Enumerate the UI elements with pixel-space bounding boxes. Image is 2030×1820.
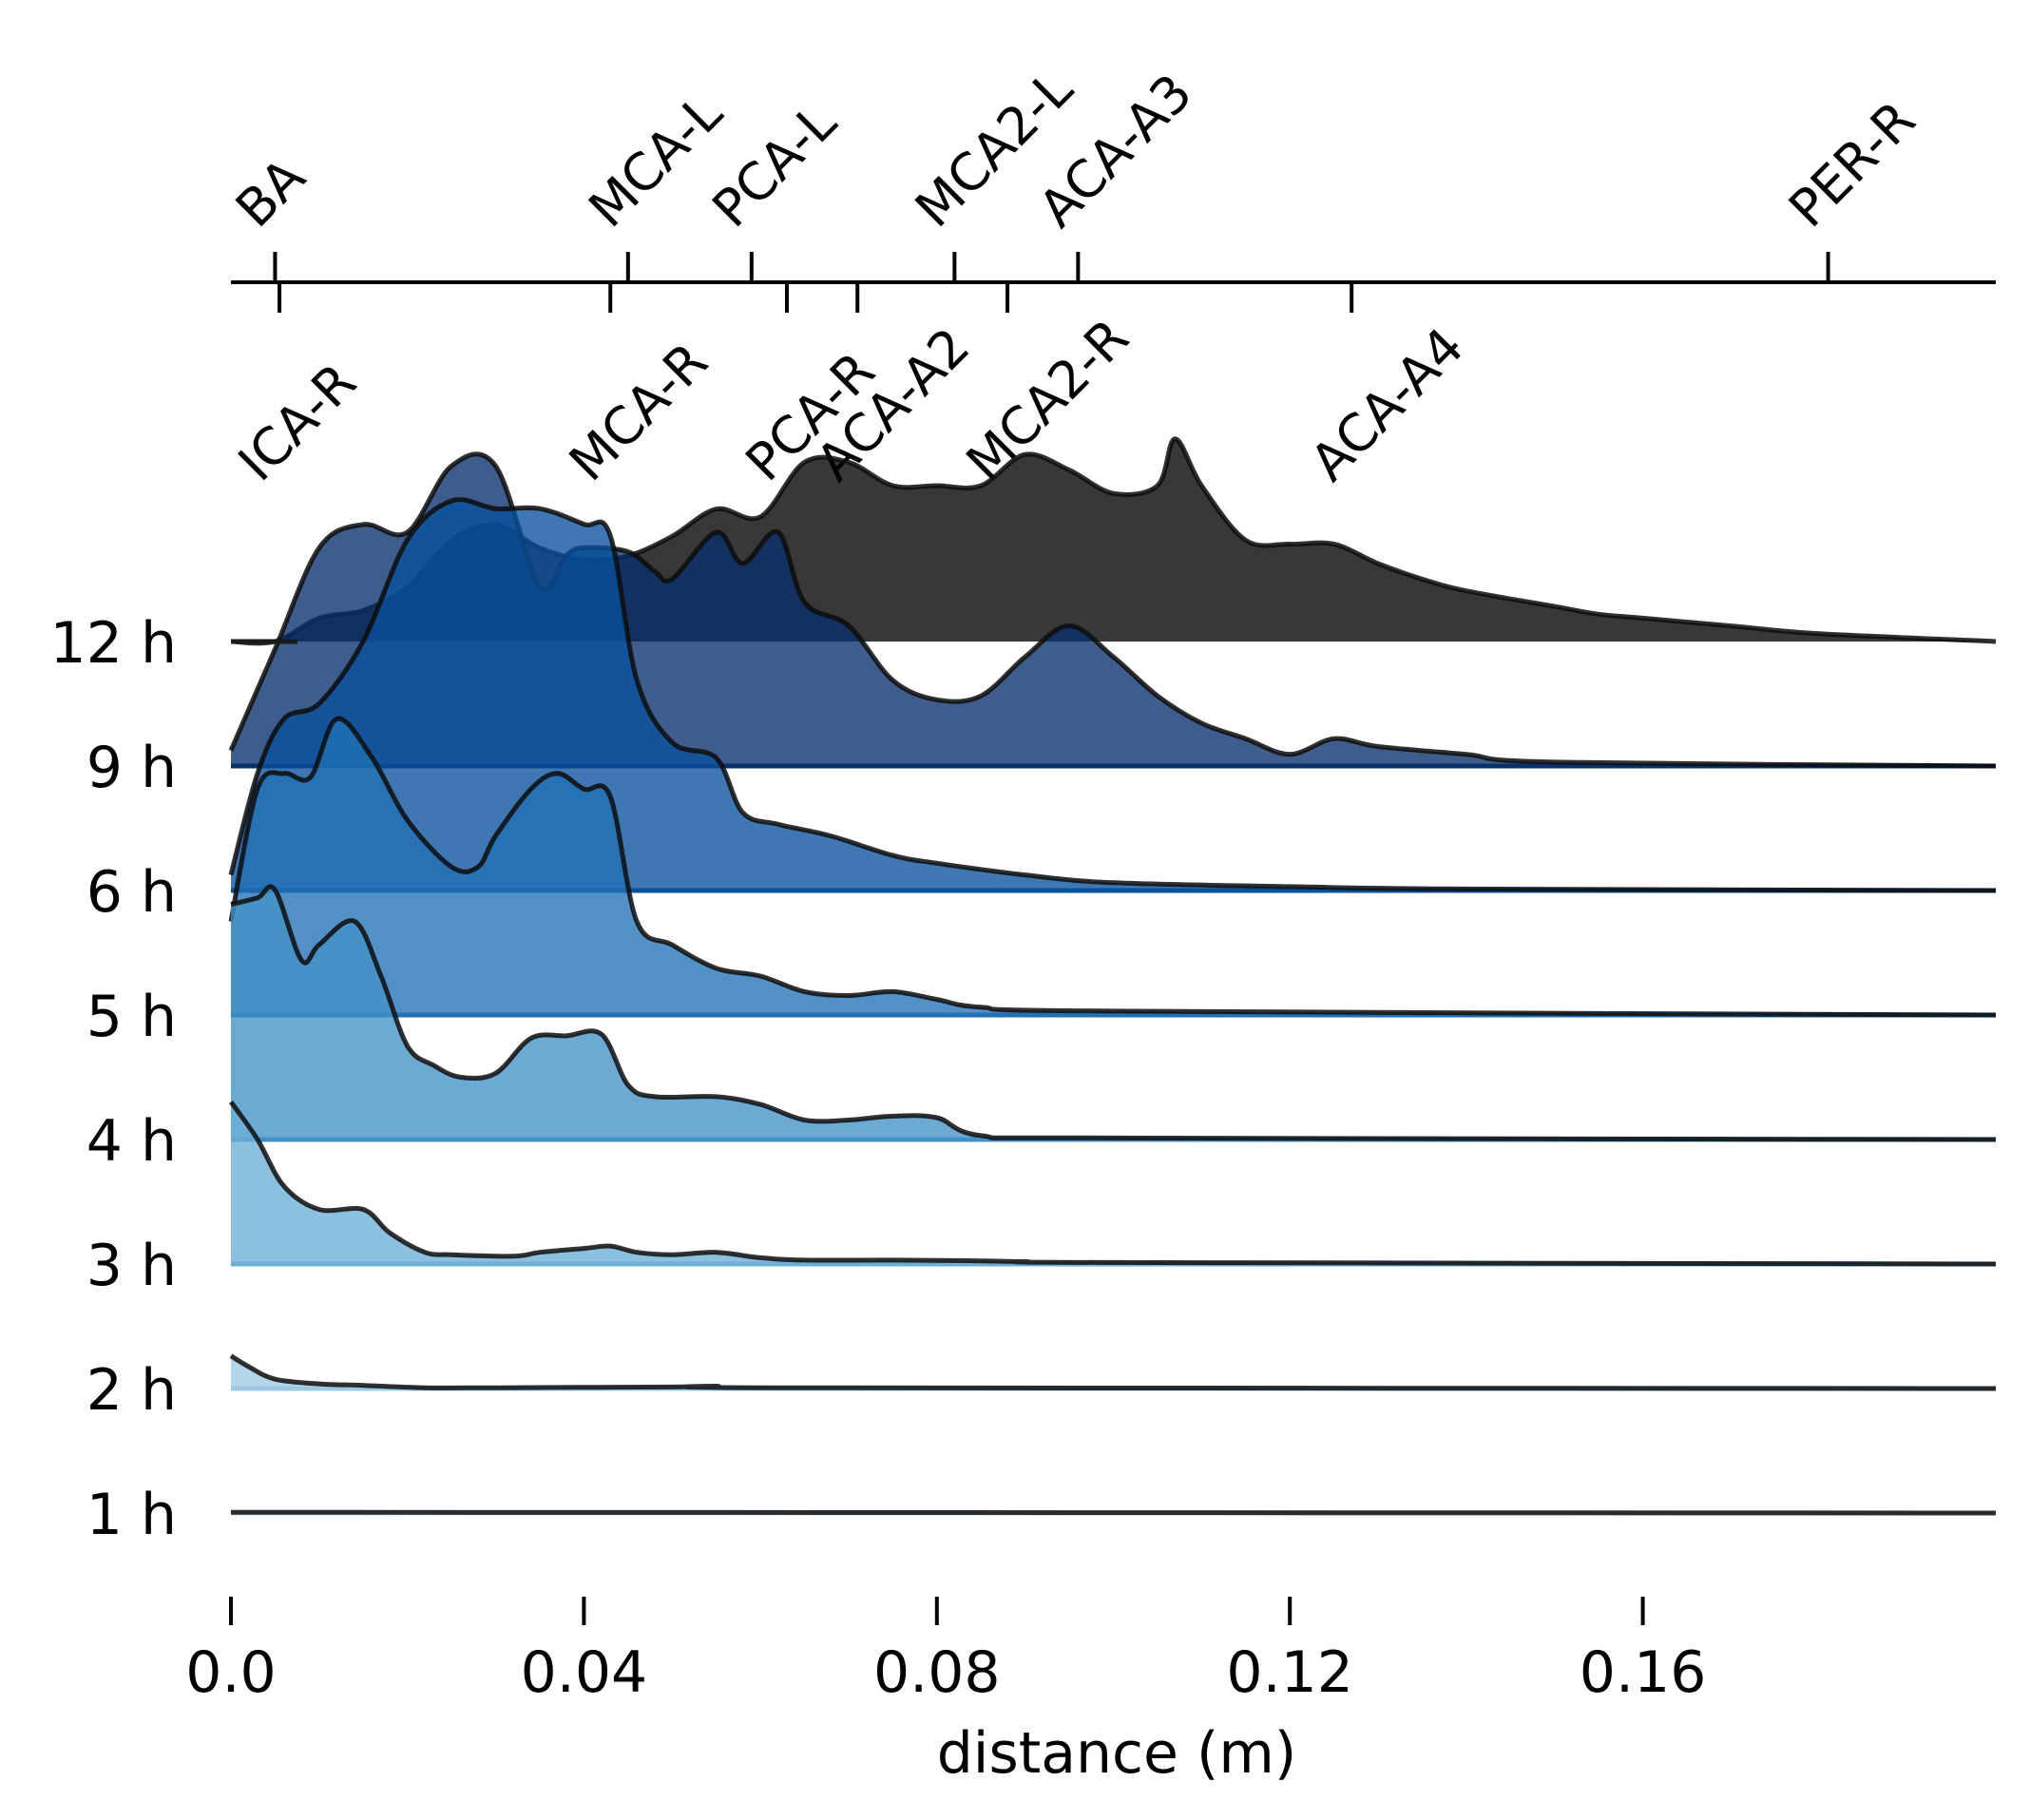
top-marker-label: MCA-L	[577, 83, 733, 239]
ridge-line	[228, 451, 1997, 769]
row-labels: 12 h 9 h 6 h 5 h 4 h 3 h 2 h 1 h	[50, 610, 177, 1548]
ridge-line	[230, 1509, 1997, 1516]
ridge-4h	[230, 884, 1997, 1142]
ridge-area	[231, 453, 1996, 766]
x-tick-label: 0.04	[521, 1639, 648, 1706]
row-label: 6 h	[86, 859, 177, 926]
ridge-area	[231, 718, 1996, 1015]
bottom-marker-label: ICA-R	[227, 352, 368, 492]
ridge-2h	[229, 1353, 1997, 1391]
ridge-5h	[228, 716, 1997, 1018]
ridge-1h	[230, 1509, 1997, 1516]
ridge-3h	[228, 1100, 1997, 1267]
ridge-line	[228, 497, 1997, 893]
x-tick-label: 0.0	[185, 1639, 276, 1706]
row-label: 1 h	[86, 1482, 177, 1548]
row-label: 9 h	[86, 735, 177, 801]
bottom-marker-label: ACA-A4	[1299, 316, 1475, 492]
x-axis: 0.0 0.04 0.08 0.12 0.16	[185, 1597, 1706, 1706]
ridge-line	[229, 1353, 1997, 1391]
row-label: 2 h	[86, 1357, 177, 1424]
ridge-area	[231, 886, 1996, 1140]
top-marker-label: PER-R	[1777, 89, 1926, 239]
ridge-area	[231, 1355, 1996, 1389]
x-axis-title: distance (m)	[937, 1720, 1297, 1787]
ridge-line	[228, 716, 1997, 1018]
row-label: 12 h	[50, 610, 177, 677]
ridge-series-group	[228, 436, 1997, 1516]
ridge-line	[228, 1100, 1997, 1267]
x-tick-label: 0.12	[1226, 1639, 1353, 1706]
row-label: 3 h	[86, 1233, 177, 1299]
ridge-area	[231, 1102, 1996, 1264]
top-marker-label: BA	[224, 146, 316, 239]
bottom-marker-label: MCA-R	[558, 331, 719, 492]
row-label: 4 h	[86, 1108, 177, 1175]
x-tick-label: 0.08	[873, 1639, 1001, 1706]
row-label: 5 h	[86, 984, 177, 1050]
x-tick-label: 0.16	[1580, 1639, 1707, 1706]
ridge-area	[231, 499, 1996, 891]
ridge-line	[230, 884, 1997, 1142]
top-marker-label: PCA-L	[700, 92, 848, 239]
